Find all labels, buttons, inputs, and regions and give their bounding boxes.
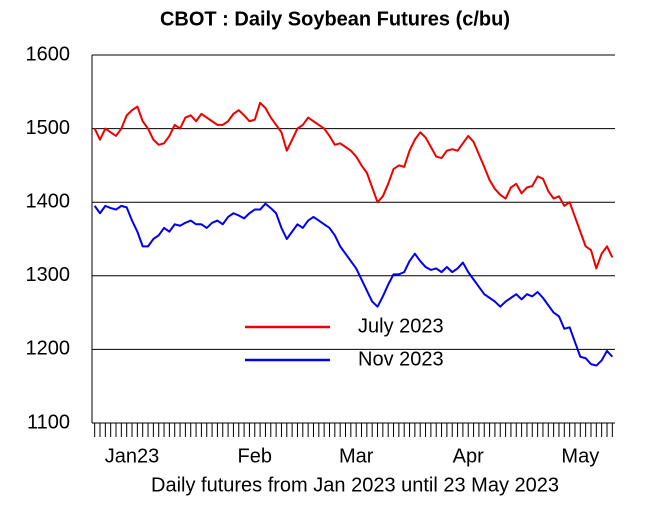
x-tick-label: Jan23 (105, 445, 160, 467)
y-tick-label: 1400 (26, 190, 71, 212)
x-axis-label: Daily futures from Jan 2023 until 23 May… (151, 474, 559, 496)
x-tick-label: May (561, 445, 599, 467)
series-line (93, 202, 614, 367)
chart-title: CBOT : Daily Soybean Futures (c/bu) (160, 8, 510, 30)
y-tick-label: 1100 (27, 411, 70, 433)
series-line (93, 101, 614, 270)
legend-label: Nov 2023 (358, 348, 444, 370)
y-tick-label: 1200 (26, 338, 71, 360)
x-tick-label: Mar (339, 445, 374, 467)
x-tick-label: Feb (238, 445, 272, 467)
y-tick-label: 1500 (26, 117, 71, 139)
y-tick-label: 1600 (26, 43, 71, 65)
y-tick-label: 1300 (26, 264, 71, 286)
x-tick-label: Apr (453, 445, 484, 467)
legend-label: July 2023 (358, 315, 444, 337)
